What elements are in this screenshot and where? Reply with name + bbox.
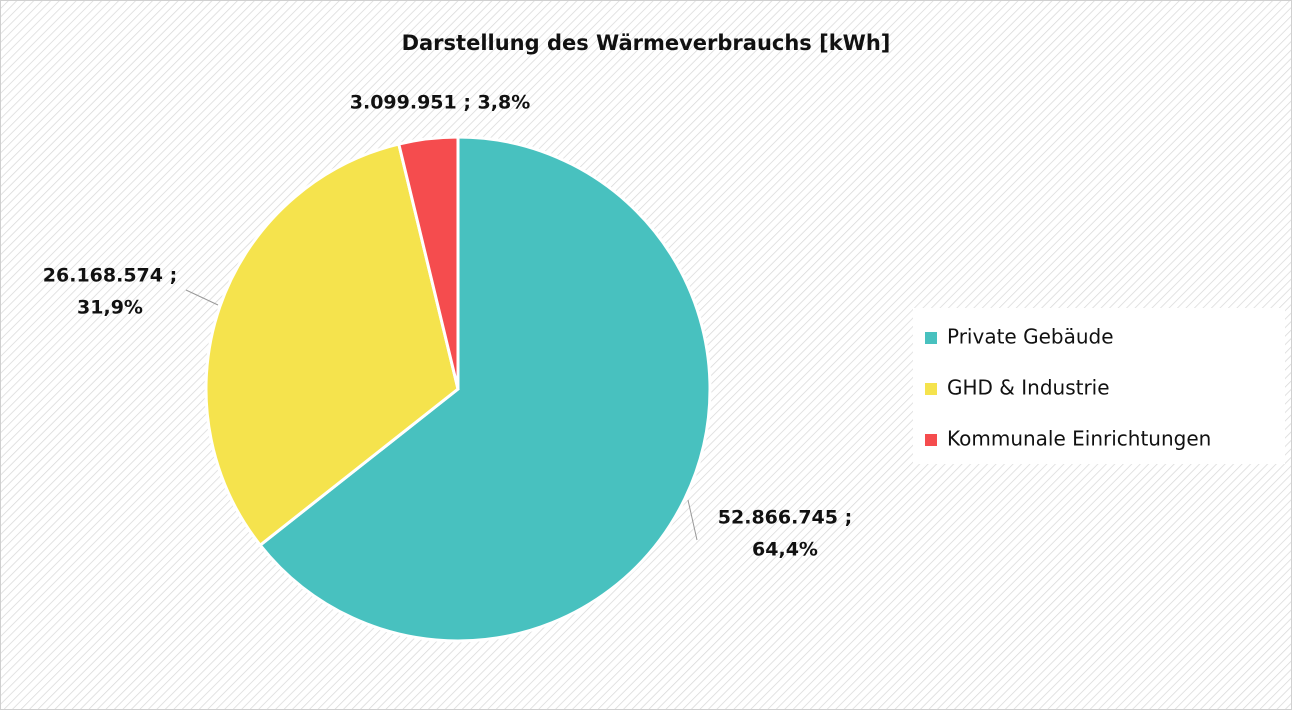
legend-label: Kommunale Einrichtungen bbox=[947, 427, 1211, 451]
data-label: 31,9% bbox=[77, 297, 143, 319]
pie-slice bbox=[258, 135, 712, 643]
data-label: 52.866.745 ; bbox=[718, 507, 852, 529]
legend-swatch bbox=[925, 383, 937, 395]
legend-swatch bbox=[925, 332, 937, 344]
legend-label: Private Gebäude bbox=[947, 325, 1114, 349]
legend-box bbox=[913, 308, 1285, 464]
pie-slice bbox=[204, 142, 460, 548]
leader-line bbox=[687, 499, 698, 541]
pie-slice bbox=[396, 135, 460, 390]
leader-line bbox=[185, 289, 219, 306]
chart-title: Darstellung des Wärmeverbrauchs [kWh] bbox=[402, 31, 891, 55]
data-label: 64,4% bbox=[752, 539, 818, 561]
legend-label: GHD & Industrie bbox=[947, 376, 1110, 400]
data-label: 3.099.951 ; 3,8% bbox=[350, 92, 531, 114]
legend-swatch bbox=[925, 434, 937, 446]
data-label: 26.168.574 ; bbox=[43, 265, 177, 287]
